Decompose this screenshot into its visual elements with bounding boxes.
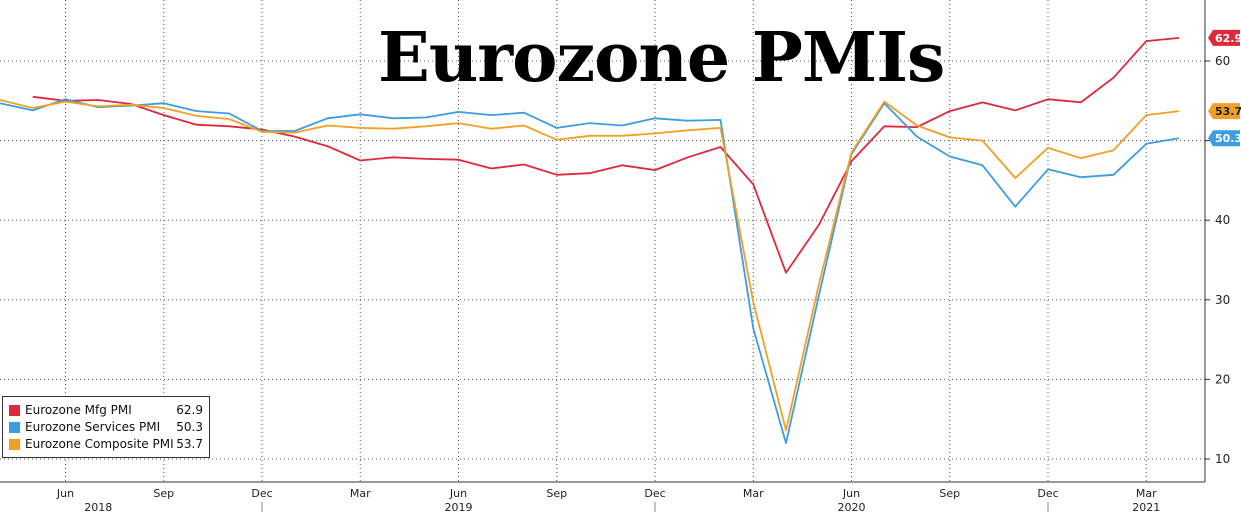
y-tick-label: 10 xyxy=(1215,452,1230,466)
legend-value-composite: 53.7 xyxy=(176,437,203,451)
legend-value-services: 50.3 xyxy=(176,420,203,434)
series-line-mfg xyxy=(32,37,1180,274)
x-tick-label: Dec xyxy=(1037,487,1058,500)
legend-swatch-mfg xyxy=(9,404,20,416)
badge-label: 53.7 xyxy=(1215,105,1241,118)
badge-label: 50.3 xyxy=(1215,132,1241,145)
legend: Eurozone Mfg PMI 62.9 Eurozone Services … xyxy=(2,396,210,458)
legend-label-composite: Eurozone Composite PMI xyxy=(25,437,174,451)
badge-shape xyxy=(1208,29,1240,46)
x-tick-label: Jun xyxy=(56,487,74,500)
x-tick-label: Dec xyxy=(251,487,272,500)
series-line-composite xyxy=(0,99,1180,432)
x-tick-label: Jun xyxy=(842,487,860,500)
badge-shape xyxy=(1208,130,1240,147)
badge-label: 62.9 xyxy=(1215,32,1241,45)
legend-item-services: Eurozone Services PMI xyxy=(9,419,160,435)
legend-item-mfg: Eurozone Mfg PMI xyxy=(9,402,132,418)
legend-swatch-services xyxy=(9,421,20,433)
x-year-label: 2021 xyxy=(1132,501,1160,512)
x-tick-label: Mar xyxy=(1136,487,1157,500)
last-value-badge-mfg: 62.9 xyxy=(1208,29,1241,46)
legend-label-services: Eurozone Services PMI xyxy=(25,420,161,434)
last-value-badge-services: 50.3 xyxy=(1208,130,1241,147)
x-tick-label: Mar xyxy=(350,487,371,500)
last-value-badge-composite: 53.7 xyxy=(1208,103,1241,120)
x-year-label: 2020 xyxy=(838,501,866,512)
x-tick-label: Sep xyxy=(546,487,567,500)
x-tick-label: Jun xyxy=(449,487,467,500)
y-tick-label: 60 xyxy=(1215,54,1230,68)
series-line-services xyxy=(0,98,1180,444)
legend-swatch-composite xyxy=(9,438,20,450)
x-tick-label: Sep xyxy=(939,487,960,500)
badge-layer: 62.9 50.3 53.7 xyxy=(1208,29,1241,147)
legend-item-composite: Eurozone Composite PMI xyxy=(9,436,174,452)
x-tick-label: Dec xyxy=(644,487,665,500)
badge-shape xyxy=(1208,103,1240,120)
x-tick-label: Mar xyxy=(743,487,764,500)
grid-layer xyxy=(0,0,1205,482)
y-tick-label: 40 xyxy=(1215,213,1230,227)
series-layer xyxy=(0,37,1180,444)
y-tick-label: 20 xyxy=(1215,372,1230,386)
x-tick-label: Sep xyxy=(153,487,174,500)
x-year-label: 2018 xyxy=(84,501,112,512)
y-tick-label: 30 xyxy=(1215,293,1230,307)
legend-value-mfg: 62.9 xyxy=(176,403,203,417)
legend-label-mfg: Eurozone Mfg PMI xyxy=(25,403,132,417)
chart-title: Eurozone PMIs xyxy=(378,18,945,98)
x-year-label: 2019 xyxy=(445,501,473,512)
